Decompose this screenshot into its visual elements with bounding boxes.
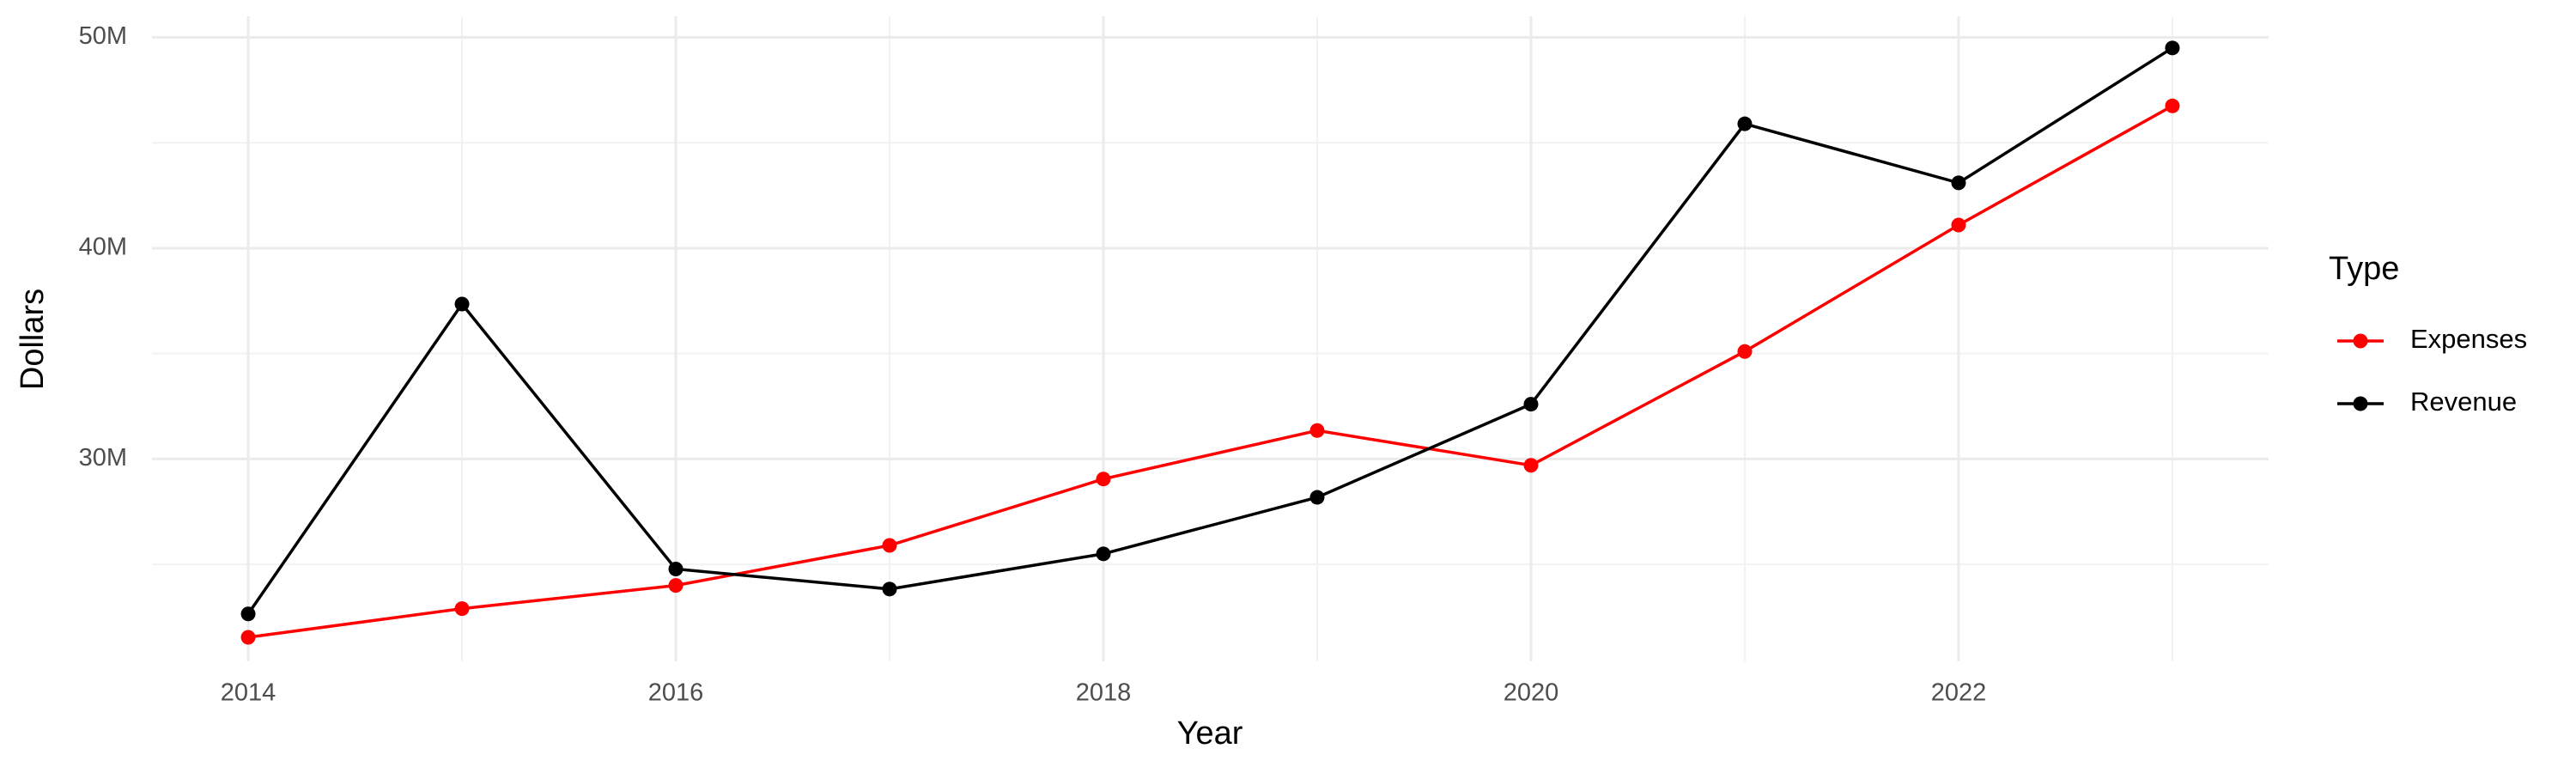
point: [1951, 175, 1966, 191]
line: [247, 104, 2173, 639]
point: [2165, 40, 2180, 56]
point: [882, 581, 897, 597]
y-axis-title: Dollars: [15, 289, 51, 390]
point: [1523, 458, 1539, 473]
point: [668, 562, 683, 577]
x-tick-label: 2014: [221, 679, 276, 707]
point: [1737, 116, 1753, 131]
x-axis-title: Year: [1177, 715, 1243, 752]
legend-label: Revenue: [2410, 386, 2517, 417]
x-tick-label: 2020: [1504, 679, 1559, 707]
x-tick-label: 2018: [1076, 679, 1132, 707]
point: [1309, 490, 1325, 505]
point: [1737, 344, 1753, 359]
point: [240, 630, 256, 645]
y-tick-label: 40M: [79, 234, 127, 261]
point: [668, 578, 683, 593]
point: [240, 606, 256, 622]
x-tick-label: 2022: [1931, 679, 1987, 707]
legend-title: Type: [2329, 251, 2399, 287]
legend-key-point: [2353, 333, 2368, 349]
x-tick-label: 2016: [648, 679, 704, 707]
point: [1523, 397, 1539, 412]
point: [1951, 217, 1966, 233]
y-tick-label: 30M: [79, 444, 127, 472]
point: [1096, 546, 1111, 562]
point: [454, 601, 470, 617]
point: [2165, 98, 2180, 113]
legend-key-point: [2353, 396, 2368, 411]
line: [246, 46, 2173, 615]
point: [1309, 423, 1325, 438]
legend-label: Expenses: [2410, 324, 2527, 354]
y-tick-label: 50M: [79, 22, 127, 50]
point: [882, 538, 897, 553]
point: [1096, 472, 1111, 487]
point: [454, 296, 470, 312]
